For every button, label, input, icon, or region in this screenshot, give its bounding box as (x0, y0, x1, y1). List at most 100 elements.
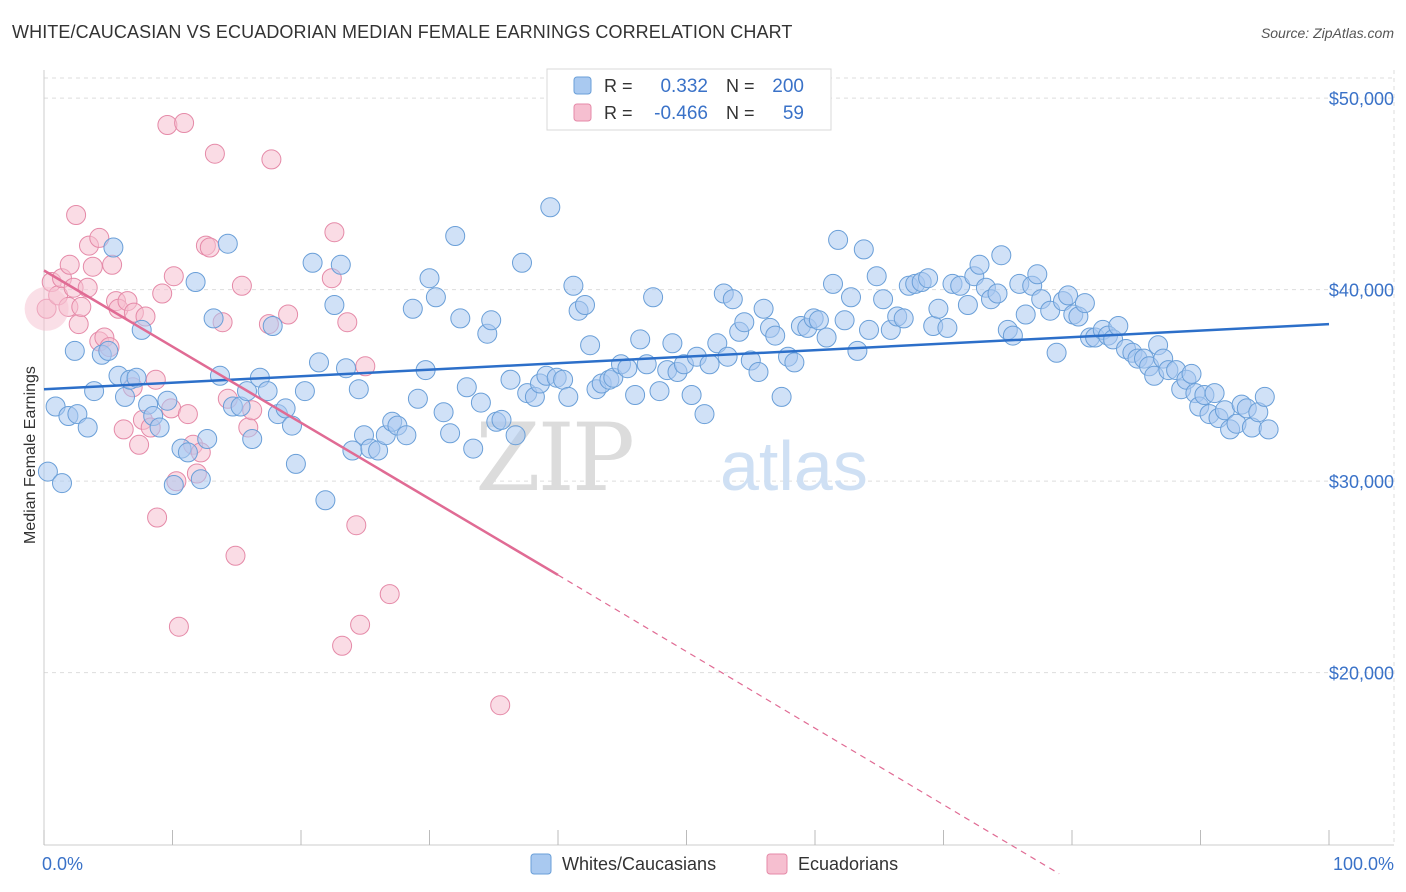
whites-point (918, 268, 939, 289)
ecuadorians-trend-line (43, 269, 559, 577)
ecuadorians-point (261, 149, 282, 170)
whites-point (722, 289, 743, 310)
whites-point (330, 254, 351, 275)
whites-point (694, 404, 715, 425)
whites-point (553, 369, 574, 390)
whites-point (203, 308, 224, 329)
whites-point (302, 252, 323, 273)
ecuadorians-point (168, 616, 189, 637)
ecuadorians-point (129, 434, 150, 455)
whites-point (500, 369, 521, 390)
whites-point (456, 377, 477, 398)
legend-swatch-blue (573, 76, 592, 95)
whites-point (157, 390, 178, 411)
whites-point (262, 316, 283, 336)
whites-point (1204, 383, 1225, 404)
whites-point (707, 333, 728, 354)
ecuadorians-point (59, 254, 80, 275)
whites-point (315, 490, 336, 511)
whites-point (505, 425, 526, 446)
whites-point (440, 423, 461, 444)
whites-point (928, 298, 949, 319)
whites-point (853, 239, 874, 260)
ecuadorians-point (152, 283, 173, 304)
whites-point (103, 237, 124, 258)
whites-point (784, 352, 805, 373)
ecuadorians-point (82, 256, 103, 277)
chart-source: Source: ZipAtlas.com (1260, 25, 1394, 41)
y-tick-label: $50,000 (1329, 89, 1394, 109)
legend-n-label-2: N = (726, 103, 755, 123)
y-tick-label: $40,000 (1329, 281, 1394, 301)
whites-point (859, 319, 879, 340)
ecuadorians-point (199, 237, 220, 258)
whites-point (242, 429, 263, 449)
whites-point (217, 233, 238, 254)
whites-point (1108, 316, 1129, 336)
whites-trend-line (43, 322, 1330, 391)
ecuadorians-point (24, 286, 69, 331)
whites-point (1058, 285, 1079, 306)
top-legend-box (546, 68, 832, 131)
whites-point (580, 335, 601, 356)
ecuadorians-trend-extension (557, 574, 1060, 875)
legend-r-label-1: R = (604, 76, 633, 96)
bottom-legend-label-pink: Ecuadorians (798, 854, 898, 874)
legend-r-label-2: R = (604, 103, 633, 123)
whites-point (115, 386, 135, 407)
ecuadorians-point (332, 635, 353, 656)
whites-point (463, 438, 484, 459)
whites-point (957, 295, 978, 315)
ecuadorians-point (204, 143, 225, 164)
whites-point (445, 226, 466, 246)
ecuadorians-point (379, 584, 400, 605)
ecuadorians-point (89, 227, 110, 248)
whites-point (558, 386, 579, 407)
whites-point (847, 340, 868, 361)
whites-point (419, 268, 440, 289)
whites-point (163, 475, 184, 495)
whites-point (348, 379, 369, 400)
ecuadorians-point (157, 115, 178, 135)
whites-point (1027, 264, 1048, 285)
bottom-legend: Whites/Caucasians Ecuadorians (530, 853, 898, 875)
ecuadorians-point (163, 266, 184, 287)
legend-n-label-1: N = (726, 76, 755, 96)
whites-point (816, 327, 837, 348)
whites-point (834, 310, 855, 331)
whites-point (649, 381, 670, 402)
y-axis-label: Median Female Earnings (22, 366, 39, 544)
whites-point (1181, 363, 1202, 384)
legend-r-value-2: -0.466 (654, 103, 708, 124)
whites-point (699, 354, 720, 375)
whites-point (662, 333, 683, 354)
whites-point (396, 425, 417, 446)
gridlines (44, 70, 1395, 845)
y-tick-label: $20,000 (1329, 664, 1394, 684)
whites-point (282, 415, 302, 436)
ecuadorians-point (225, 545, 246, 566)
whites-point (98, 340, 119, 361)
ecuadorians-point (102, 254, 123, 275)
whites-point (402, 298, 423, 319)
whites-point (309, 352, 329, 373)
ecuadorians-point (490, 695, 511, 716)
whites-point (450, 308, 471, 329)
legend-n-value-2: 59 (783, 103, 804, 124)
whites-point (841, 287, 861, 308)
legend-r-value-1: 0.332 (660, 76, 708, 97)
whites-point (893, 308, 914, 329)
ecuadorians-point (231, 275, 252, 296)
whites-point (630, 329, 651, 350)
bottom-legend-swatch-pink (766, 853, 788, 875)
ecuadorians-point (113, 419, 134, 440)
whites-point (52, 473, 72, 494)
whites-point (681, 385, 702, 405)
trend-lines (43, 269, 1330, 875)
whites-point (126, 367, 147, 388)
whites-point (748, 362, 769, 382)
whites-point (765, 325, 786, 346)
ecuadorians-point (77, 277, 98, 298)
whites-point (324, 295, 345, 315)
watermark-atlas: atlas (720, 427, 868, 505)
